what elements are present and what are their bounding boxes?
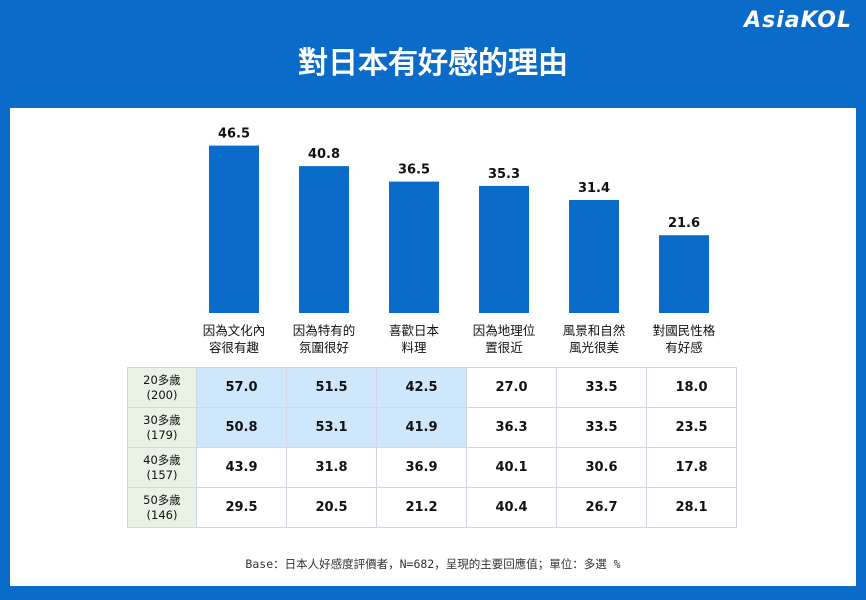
category-label: 喜歡日本 [389,323,440,338]
sample-size-label: (200) [146,387,178,402]
bar [569,199,619,313]
table-cell: 40.1 [466,447,557,488]
bar-value-label: 40.8 [308,147,340,162]
sample-size-label: (179) [146,427,178,442]
bar-value-label: 35.3 [488,167,520,182]
table-cell: 36.3 [466,407,557,448]
table-cell: 31.8 [286,447,377,488]
row-header: 50多歲 (146) [127,487,197,528]
table-cell: 43.9 [196,447,287,488]
bar-value-label: 36.5 [398,163,430,178]
bar [479,185,529,313]
category-label: 因為文化內 [203,323,266,338]
category-label: 風景和自然 [563,323,626,338]
table-row: 50多歲 (146) 29.5 20.5 21.2 40.4 26.7 28.1 [127,487,737,528]
sample-size-label: (157) [146,467,178,482]
bar [209,145,259,313]
age-group-label: 30多歲 [143,412,181,427]
category-label: 對國民性格 [653,323,716,338]
table-row: 40多歲 (157) 43.9 31.8 36.9 40.1 30.6 17.8 [127,447,737,488]
table-cell: 26.7 [556,487,647,528]
table-row: 20多歲 (200) 57.0 51.5 42.5 27.0 33.5 18.0 [127,367,737,408]
table-cell: 33.5 [556,367,647,408]
category-label: 氛圍很好 [299,340,349,355]
category-label: 置很近 [485,340,523,355]
table-cell: 53.1 [286,407,377,448]
table-cell: 33.5 [556,407,647,448]
table-cell: 21.2 [376,487,467,528]
age-group-label: 20多歲 [143,372,181,387]
row-header: 30多歲 (179) [127,407,197,448]
row-header: 20多歲 (200) [127,367,197,408]
table-cell: 28.1 [646,487,737,528]
bar [659,235,709,313]
table-cell: 17.8 [646,447,737,488]
brand-logo: AsiaKOL [744,8,852,33]
table-cell: 18.0 [646,367,737,408]
age-breakdown-table: 20多歲 (200) 57.0 51.5 42.5 27.0 33.5 18.0 30多歲 (17… [127,367,737,528]
footnote: Base：日本人好感度評價者，N=682，呈現的主要回應值；單位：多選 % [245,557,621,571]
category-label: 料理 [401,340,427,355]
table-cell: 50.8 [196,407,287,448]
table-cell: 41.9 [376,407,467,448]
bar-value-label: 46.5 [218,127,250,142]
content-panel: 46.5 因為文化內容很有趣 40.8 因為特有的氛圍很好 36.5 喜歡日本料理 35.3… [10,108,856,586]
age-group-label: 40多歲 [143,452,181,467]
bar [389,181,439,313]
bar-value-label: 21.6 [668,216,700,231]
category-label: 因為地理位 [473,323,536,338]
category-label: 有好感 [665,340,703,355]
table-cell: 30.6 [556,447,647,488]
page-title: 對日本有好感的理由 [298,46,568,81]
row-header: 40多歲 (157) [127,447,197,488]
age-group-label: 50多歲 [143,492,181,507]
bar-value-label: 31.4 [578,181,610,196]
table-cell: 29.5 [196,487,287,528]
table-cell: 42.5 [376,367,467,408]
table-cell: 20.5 [286,487,377,528]
category-label: 因為特有的 [293,323,356,338]
table-cell: 27.0 [466,367,557,408]
bar [299,166,349,313]
table-row: 30多歲 (179) 50.8 53.1 41.9 36.3 33.5 23.5 [127,407,737,448]
category-label: 風光很美 [569,340,619,355]
table-cell: 40.4 [466,487,557,528]
table-cell: 23.5 [646,407,737,448]
table-cell: 36.9 [376,447,467,488]
table-cell: 57.0 [196,367,287,408]
category-label: 容很有趣 [209,340,260,355]
table-cell: 51.5 [286,367,377,408]
sample-size-label: (146) [146,507,178,522]
